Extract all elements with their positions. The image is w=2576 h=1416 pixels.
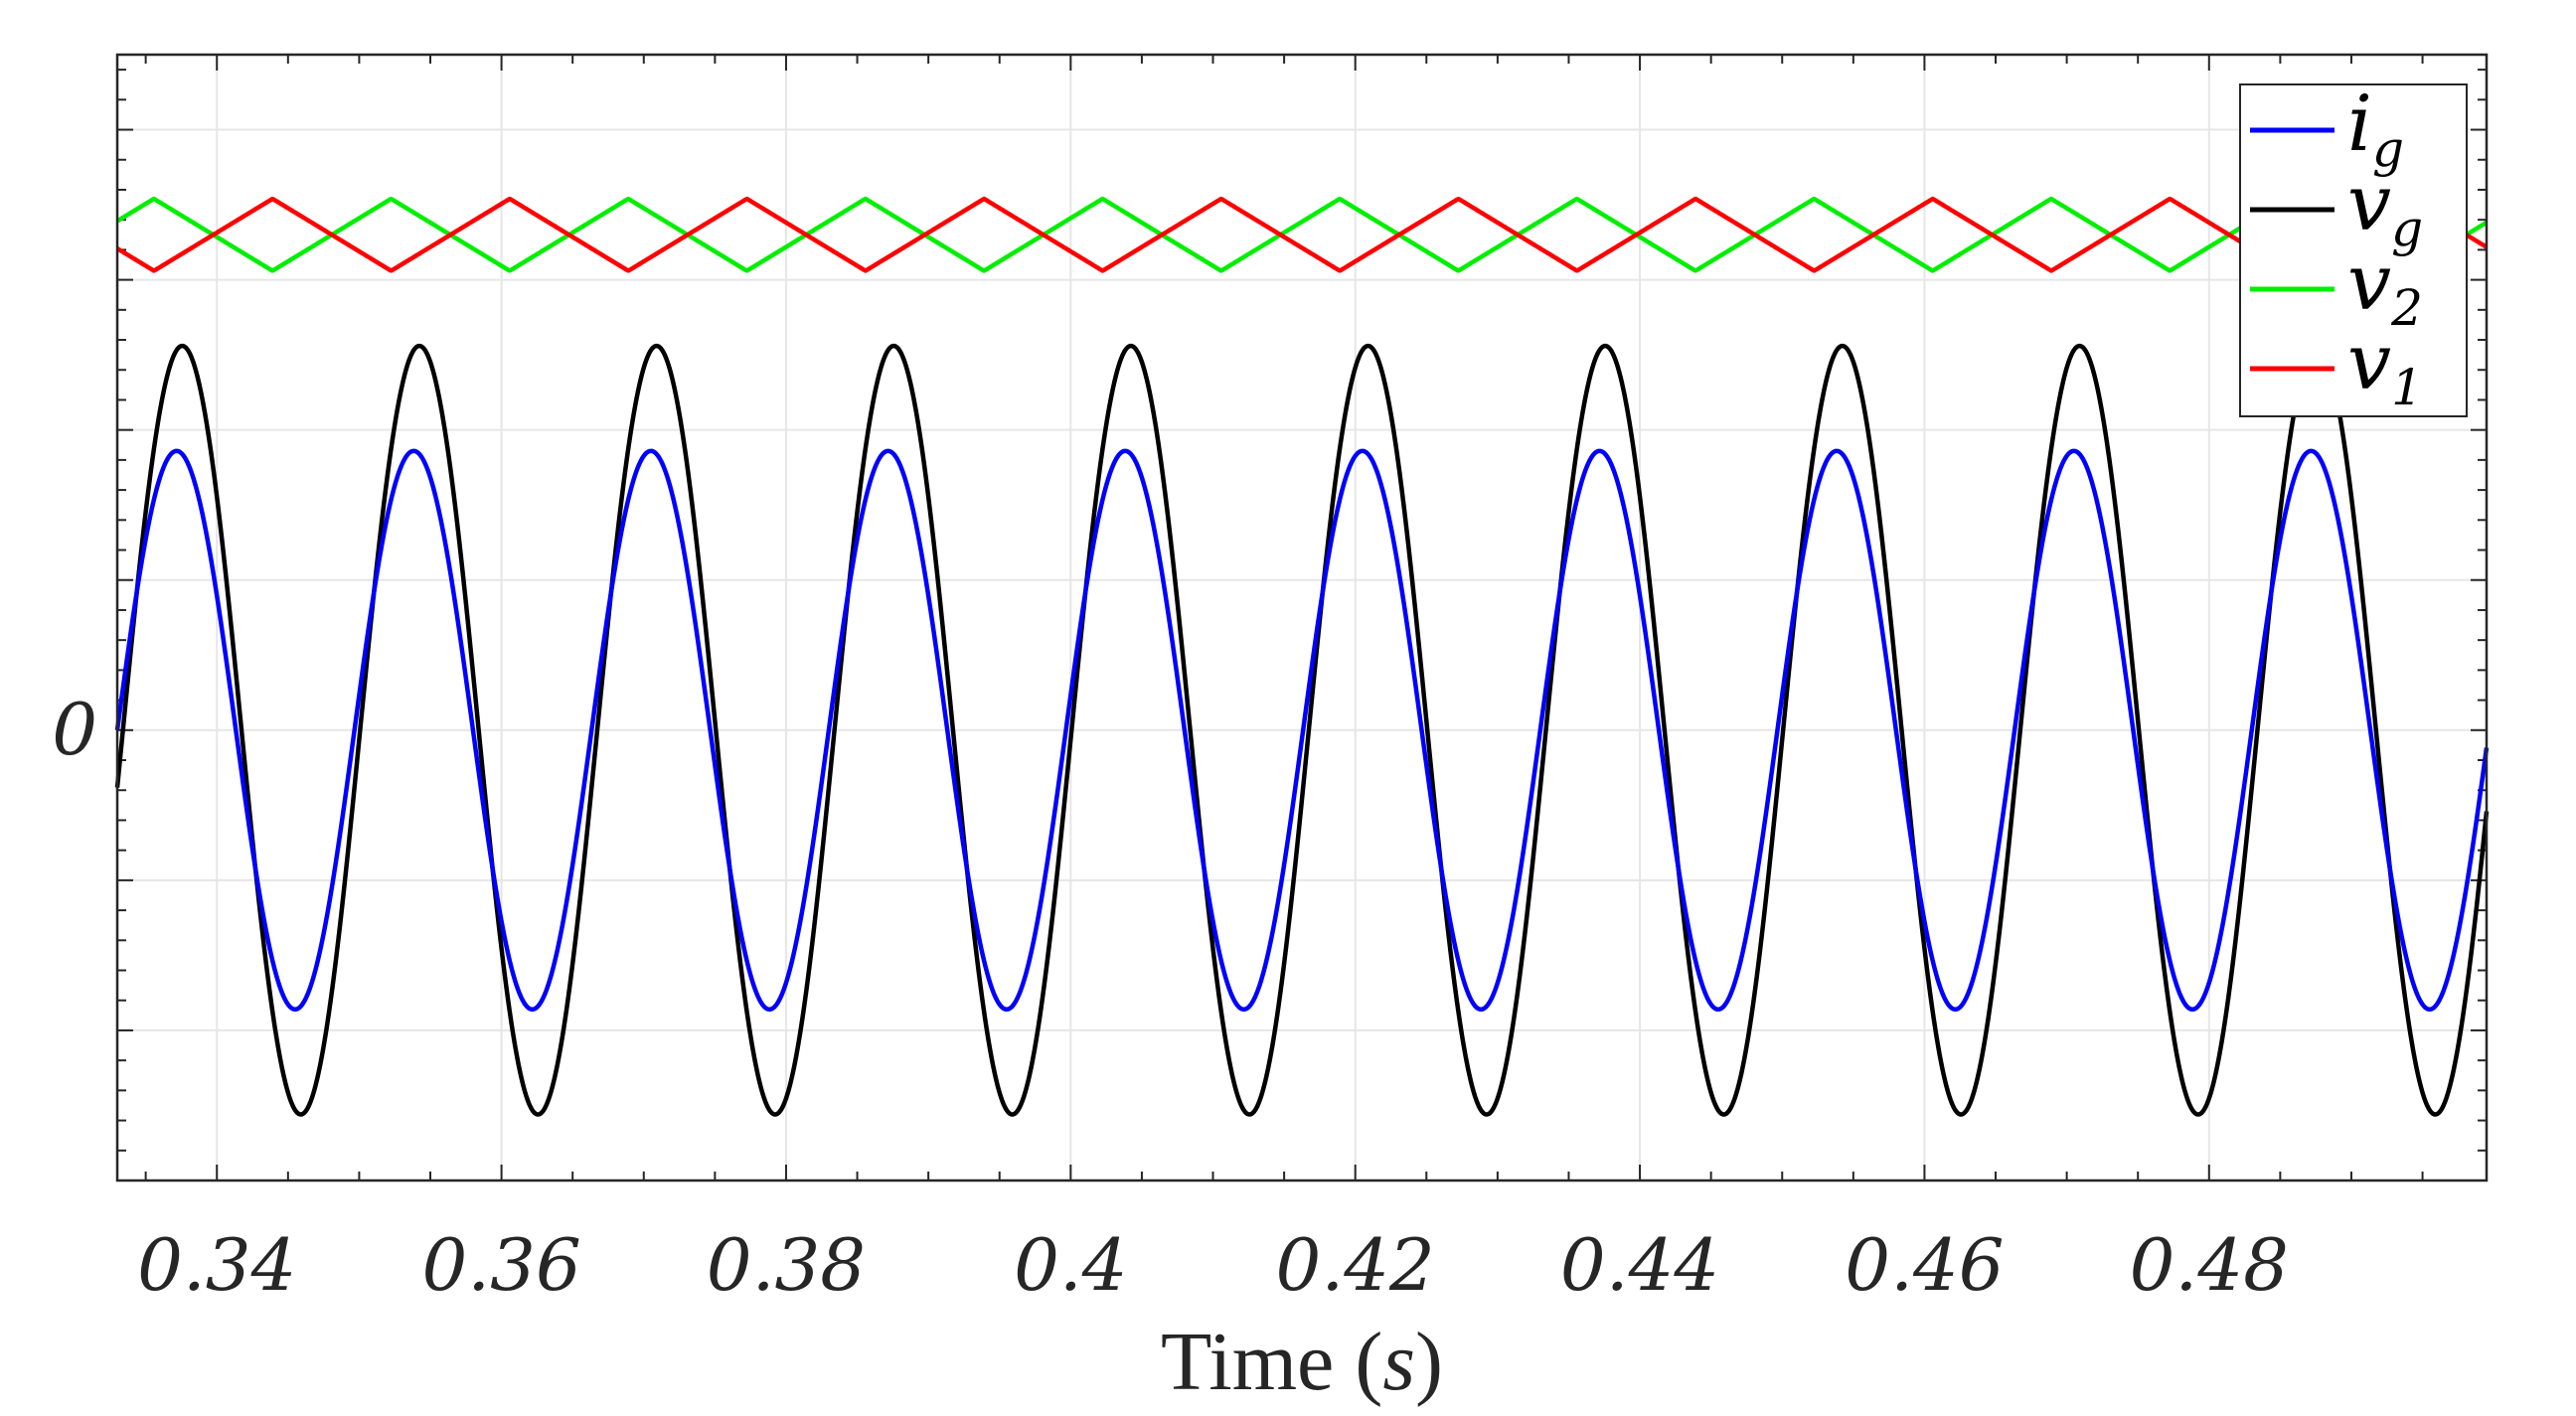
series-line-v_g [114, 343, 2490, 1117]
series-line-i_g [114, 448, 2490, 1013]
y-tick-label: 0 [52, 688, 97, 771]
x-tick-label: 0.48 [2130, 1223, 2289, 1307]
legend-label-v_1: v1 [2347, 318, 2423, 416]
legend-box [2239, 83, 2468, 417]
ticks [117, 55, 2487, 1181]
tick-labels: 0.34 0.36 0.38 0.4 0.42 0.44 0.46 0.48 0 [52, 688, 2289, 1307]
plot-frame [115, 53, 2489, 1182]
x-tick-label: 0.42 [1276, 1223, 1435, 1307]
legend-label-i_g: ig [2347, 79, 2404, 178]
x-tick-label: 0.44 [1560, 1223, 1719, 1307]
series-line-v_1 [115, 196, 2489, 273]
series-line-v_2 [115, 196, 2489, 273]
x-tick-label: 0.34 [137, 1223, 296, 1307]
legend-label-v_g: vg [2347, 159, 2423, 257]
x-axis-unit: s [1382, 1316, 1415, 1408]
legend-label-v_2: v2 [2347, 238, 2423, 337]
x-tick-label: 0.46 [1845, 1223, 2004, 1307]
series-lines [114, 196, 2490, 1117]
x-axis-title-text: Time [1161, 1316, 1334, 1408]
x-tick-label: 0.36 [421, 1223, 580, 1307]
x-tick-label: 0.4 [1014, 1223, 1128, 1307]
x-axis-title: Time (s) [1161, 1316, 1443, 1408]
x-tick-label: 0.38 [707, 1223, 866, 1307]
